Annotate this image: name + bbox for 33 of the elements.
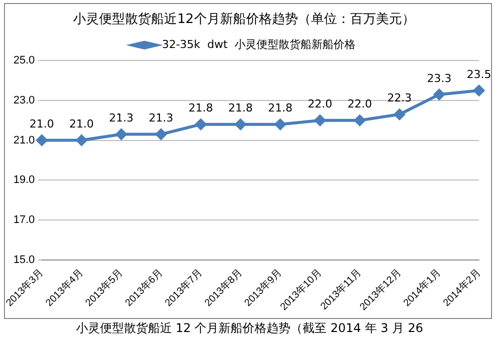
data-label: 22.0 — [308, 98, 332, 111]
y-tick-label: 23.0 — [13, 94, 35, 106]
data-label: 21.8 — [188, 102, 214, 115]
data-label: 21.8 — [228, 102, 253, 115]
y-tick-label: 19.0 — [13, 174, 35, 186]
y-tick-label: 15.0 — [13, 254, 35, 266]
y-tick-label: 25.0 — [13, 54, 35, 67]
data-label: 22.3 — [387, 92, 412, 105]
data-label: 21.3 — [109, 112, 134, 125]
text: 小灵便型散货船近 12 个月新船价格趋势（截至 2014 年 3 月 26 — [74, 320, 424, 337]
point — [235, 118, 246, 130]
y-tick-label: 17.0 — [13, 214, 35, 226]
point — [36, 134, 48, 146]
y-tick-label: 21.0 — [13, 134, 35, 146]
point — [394, 108, 406, 120]
legend-label: 32-35k dwt 小灵便型散货船新船价格 — [162, 38, 356, 51]
point — [474, 84, 484, 96]
chart-title: 小灵便型散货船近12个月新船价格趋势（单位：百万美元） — [73, 11, 415, 28]
data-label: 21.3 — [148, 112, 174, 125]
point — [434, 88, 445, 100]
data-label: 22.0 — [348, 98, 372, 111]
data-label: 23.3 — [427, 72, 452, 85]
point — [195, 118, 206, 130]
point — [314, 114, 326, 126]
data-label: 21.8 — [268, 102, 293, 115]
point — [116, 128, 127, 140]
data-label: 21.0 — [30, 118, 54, 131]
point — [354, 114, 366, 126]
point — [156, 128, 167, 140]
point — [274, 118, 286, 130]
point — [76, 134, 88, 146]
data-label: 21.0 — [69, 118, 94, 131]
data-label: 23.5 — [466, 68, 492, 81]
